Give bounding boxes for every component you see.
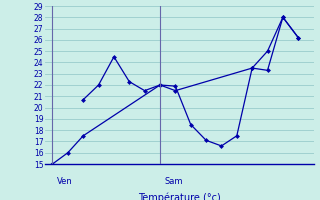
- Text: Température (°c): Température (°c): [138, 192, 220, 200]
- Text: Ven: Ven: [57, 177, 73, 186]
- Text: Sam: Sam: [164, 177, 183, 186]
